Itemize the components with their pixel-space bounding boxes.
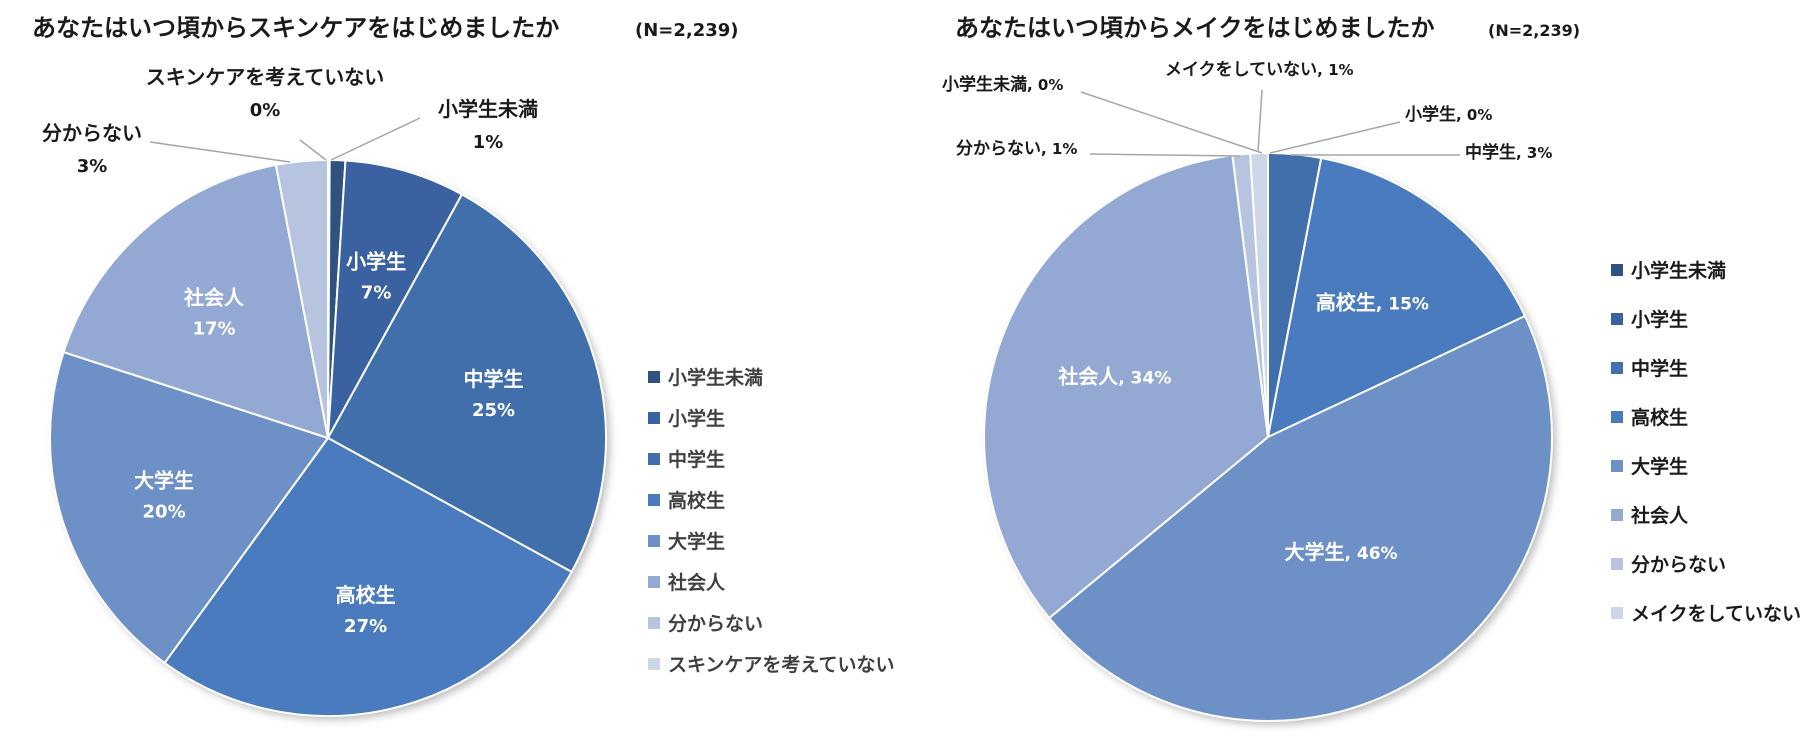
- pie-slice-elementary: [327, 159, 464, 439]
- legend-swatch-under-elementary: [1611, 264, 1623, 276]
- legend-swatch-no-skincare: [648, 658, 660, 670]
- legend-label-junior-high: 中学生: [1631, 357, 1688, 380]
- slice-value-unknown: 3%: [77, 156, 108, 177]
- slice-value-university: 20%: [143, 501, 186, 522]
- legend-swatch-high-school: [648, 494, 660, 506]
- slice-value-working-adult: 17%: [192, 319, 235, 340]
- legend-label-working-adult: 社会人: [667, 571, 726, 594]
- slice-label-under-elementary: 小学生未満, 0%: [942, 74, 1063, 95]
- pie-slice-working-adult: [62, 163, 330, 440]
- legend-swatch-junior-high: [648, 453, 660, 465]
- slice-label-university: 大学生, 46%: [1285, 540, 1398, 564]
- slice-label-elementary: 小学生, 0%: [1405, 104, 1492, 125]
- legend-swatch-elementary: [1611, 313, 1623, 325]
- slice-label-working-adult: 社会人: [183, 286, 245, 310]
- leader-line-no-skincare: [299, 139, 327, 161]
- slice-label-high-school: 高校生, 15%: [1316, 290, 1429, 314]
- legend-label-university: 大学生: [1631, 455, 1688, 478]
- legend-swatch-working-adult: [1611, 509, 1623, 521]
- legend-swatch-university: [1611, 460, 1623, 472]
- skincare-pie: [49, 158, 607, 717]
- legend-label-elementary: 小学生: [668, 407, 725, 430]
- legend-swatch-elementary: [648, 412, 660, 424]
- slice-label-unknown: 分からない, 1%: [956, 139, 1077, 159]
- leader-line-no-makeup: [1257, 89, 1263, 153]
- slice-label-junior-high: 中学生, 3%: [1465, 142, 1552, 163]
- skincare-chart: あなたはいつ頃からスキンケアをはじめましたか (N=2,239) 小学生未満 1%…: [32, 14, 894, 717]
- slice-label-no-makeup: メイクをしていない, 1%: [1165, 60, 1354, 80]
- legend-swatch-working-adult: [648, 576, 660, 588]
- slice-label-no-skincare: スキンケアを考えていない: [146, 65, 384, 89]
- legend-swatch-no-makeup: [1611, 607, 1623, 619]
- legend-swatch-junior-high: [1611, 362, 1623, 374]
- slice-value-junior-high: 25%: [472, 400, 515, 421]
- skincare-labels: 小学生未満 1% 小学生 7% 中学生 25% 高校生 27% 大学生 20% 社会人 17% 分からな…: [42, 65, 538, 637]
- legend-label-working-adult: 社会人: [1630, 504, 1689, 527]
- slice-label-university: 大学生: [134, 468, 194, 492]
- legend-swatch-unknown: [1611, 558, 1623, 570]
- slice-label-unknown: 分からない: [42, 121, 142, 145]
- slice-label-working-adult: 社会人, 34%: [1057, 364, 1171, 388]
- slice-label-elementary: 小学生: [346, 249, 406, 273]
- legend-label-under-elementary: 小学生未満: [668, 366, 763, 389]
- leader-line-unknown: [149, 141, 291, 163]
- skincare-chart-note: (N=2,239): [635, 20, 739, 41]
- legend-swatch-university: [648, 535, 660, 547]
- makeup-pie: [983, 151, 1554, 723]
- legend-label-under-elementary: 小学生未満: [1631, 259, 1726, 282]
- leader-line-under-elementary: [330, 117, 421, 161]
- slice-value-elementary: 7%: [361, 282, 392, 303]
- leader-line-elementary: [1269, 121, 1401, 154]
- legend-label-unknown: 分からない: [1631, 554, 1726, 576]
- legend-swatch-under-elementary: [648, 371, 660, 383]
- legend-label-high-school: 高校生: [1631, 406, 1688, 429]
- pie-slice-university: [1047, 314, 1554, 723]
- legend-label-unknown: 分からない: [668, 613, 763, 635]
- pie-slice-junior-high: [326, 193, 607, 574]
- legend-label-junior-high: 中学生: [668, 448, 725, 471]
- pie-slice-working-adult: [983, 154, 1270, 620]
- slice-label-junior-high: 中学生: [464, 367, 524, 391]
- slice-value-under-elementary: 1%: [473, 132, 504, 153]
- legend-swatch-high-school: [1611, 411, 1623, 423]
- pie-slice-no-makeup: [1249, 151, 1269, 438]
- pie-slice-high-school: [1266, 156, 1527, 439]
- slice-label-under-elementary: 小学生未満: [438, 97, 538, 121]
- leader-line-unknown: [1089, 153, 1241, 157]
- pie-slice-university: [49, 350, 330, 665]
- legend-label-no-makeup: メイクをしていない: [1631, 603, 1801, 625]
- makeup-chart-note: (N=2,239): [1488, 21, 1580, 40]
- leader-line-under-elementary: [1080, 91, 1263, 154]
- slice-label-high-school: 高校生: [336, 583, 396, 607]
- slice-value-no-skincare: 0%: [250, 100, 281, 121]
- makeup-chart: あなたはいつ頃からメイクをはじめましたか (N=2,239) 小学生未満, 0%…: [942, 14, 1801, 723]
- legend-label-no-skincare: スキンケアを考えていない: [668, 654, 894, 676]
- legend-label-elementary: 小学生: [1631, 308, 1688, 331]
- pie-slice-high-school: [163, 436, 573, 717]
- slice-value-high-school: 27%: [344, 616, 387, 637]
- legend-label-high-school: 高校生: [668, 489, 725, 512]
- skincare-chart-title: あなたはいつ頃からスキンケアをはじめましたか: [32, 14, 559, 42]
- makeup-chart-title: あなたはいつ頃からメイクをはじめましたか: [955, 14, 1435, 42]
- pie-slice-no-skincare: [327, 158, 331, 439]
- legend-label-university: 大学生: [668, 530, 725, 553]
- legend-swatch-unknown: [648, 617, 660, 629]
- makeup-labels: 小学生未満, 0% 小学生, 0% 中学生, 3% 高校生, 15% 大学生, 46% 社…: [942, 60, 1552, 564]
